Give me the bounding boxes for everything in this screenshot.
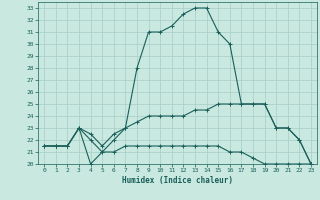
X-axis label: Humidex (Indice chaleur): Humidex (Indice chaleur): [122, 176, 233, 185]
